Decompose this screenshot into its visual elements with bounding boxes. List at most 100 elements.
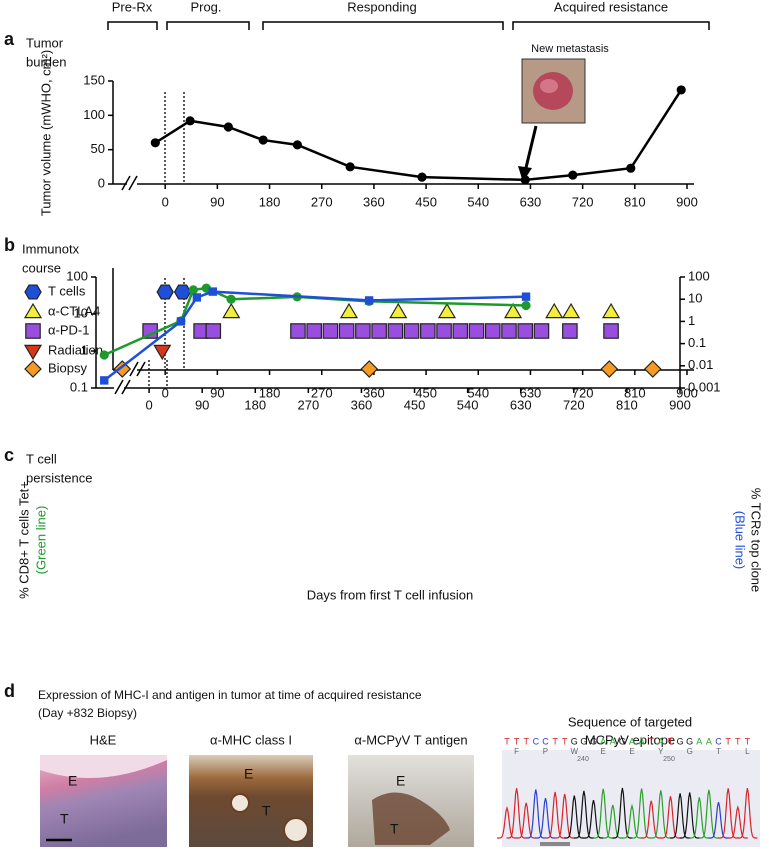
data-line <box>103 290 527 382</box>
residue-letter: G <box>687 747 693 756</box>
base-letter: G <box>677 736 684 746</box>
residue-letter: W <box>571 747 579 756</box>
y-tick-label: 1 <box>81 342 88 357</box>
marker <box>360 360 379 378</box>
image-label: T <box>390 821 399 837</box>
position-label: 250 <box>663 756 675 763</box>
base-letter: G <box>619 736 626 746</box>
panel-label: b <box>4 235 15 255</box>
trace-peak <box>698 789 719 839</box>
residue-letter: F <box>514 747 519 756</box>
trace-peak <box>737 787 758 839</box>
metastasis-photo <box>518 58 586 182</box>
chart-title: persistence <box>26 470 92 485</box>
legend-marker <box>25 323 41 339</box>
marker <box>600 360 619 378</box>
x-tick-label: 630 <box>510 397 532 412</box>
marker <box>520 175 530 185</box>
base-letter: T <box>523 736 529 746</box>
x-tick-label: 180 <box>259 385 281 400</box>
image-label: T <box>60 811 69 827</box>
marker <box>562 323 578 339</box>
panel-label: a <box>4 29 15 49</box>
image-title: α-MHC class I <box>210 732 292 747</box>
y-tick-label: 50 <box>91 141 105 156</box>
x-tick-label: 360 <box>363 385 385 400</box>
marker <box>100 376 109 385</box>
marker <box>517 323 534 339</box>
base-letter: A <box>658 736 664 746</box>
marker <box>521 292 531 301</box>
chart-title: burden <box>26 54 66 69</box>
base-letter: T <box>668 736 674 746</box>
phase-brackets <box>107 21 710 30</box>
legend-label: α-CTLA4 <box>48 303 100 318</box>
marker <box>156 284 174 300</box>
x-tick-label: 540 <box>457 397 479 412</box>
trace-peak <box>573 790 594 839</box>
marker <box>290 323 306 339</box>
marker <box>521 300 531 311</box>
trace-peak <box>631 788 652 839</box>
marker <box>389 302 408 319</box>
marker <box>533 323 550 339</box>
marker <box>338 323 355 339</box>
x-tick-label: 90 <box>195 397 209 412</box>
trace-peak <box>612 787 633 839</box>
base-letter: T <box>725 736 731 746</box>
trace-peak <box>641 800 662 839</box>
trace-peak <box>525 789 546 839</box>
axes-c <box>95 277 681 395</box>
marker <box>403 323 420 339</box>
marker <box>205 323 222 339</box>
chart-title: T cell <box>26 451 57 466</box>
x-tick-label: 180 <box>259 194 281 209</box>
x-tick-label: 270 <box>311 385 333 400</box>
trace-peak <box>660 796 681 839</box>
x-tick-label: 540 <box>467 194 489 209</box>
x-tick-label: 180 <box>244 397 266 412</box>
trace-peak <box>689 797 710 839</box>
marker <box>468 323 485 339</box>
y-tick-label: 150 <box>83 72 105 87</box>
y-tick-label: 0.1 <box>70 379 88 394</box>
chromatogram <box>497 787 758 839</box>
trace-peak <box>727 804 748 839</box>
trace-peak <box>718 788 739 839</box>
y2-tick-label: 0.001 <box>688 379 721 394</box>
x-tick-label: 0 <box>162 385 169 400</box>
x-tick-label: 360 <box>363 194 385 209</box>
residue-letter: E <box>600 747 605 756</box>
legend-label: Biopsy <box>48 360 88 375</box>
base-letter: T <box>504 736 510 746</box>
y2-tick-label: 10 <box>688 291 702 306</box>
marker <box>437 302 457 319</box>
x-tick-label: 810 <box>616 397 638 412</box>
x-axis-label: Days from first T cell infusion <box>307 587 473 602</box>
trace-peak <box>708 801 729 839</box>
y2-tick-label: 1 <box>688 313 695 328</box>
marker <box>452 323 469 339</box>
base-letter: T <box>562 736 568 746</box>
image-label: E <box>68 773 77 789</box>
marker <box>258 135 268 145</box>
base-letter: T <box>514 736 520 746</box>
marker <box>292 140 302 150</box>
y-tick-label: 10 <box>74 305 88 320</box>
base-letter: C <box>533 736 540 746</box>
base-letter: A <box>639 736 645 746</box>
residue-letter: T <box>716 747 721 756</box>
marker <box>643 360 662 378</box>
x-tick-label: 540 <box>467 385 489 400</box>
trace-peak <box>564 795 585 839</box>
base-letter: C <box>542 736 549 746</box>
legend-marker <box>23 302 43 319</box>
x-tick-label: 900 <box>676 385 698 400</box>
legend-marker <box>23 344 43 361</box>
marker <box>150 138 160 148</box>
marker <box>436 323 452 339</box>
chart-title: course <box>22 260 61 275</box>
phase-label: Pre-Rx <box>112 0 153 14</box>
trace-peak <box>497 805 517 839</box>
phase-label: Acquired resistance <box>554 0 668 14</box>
